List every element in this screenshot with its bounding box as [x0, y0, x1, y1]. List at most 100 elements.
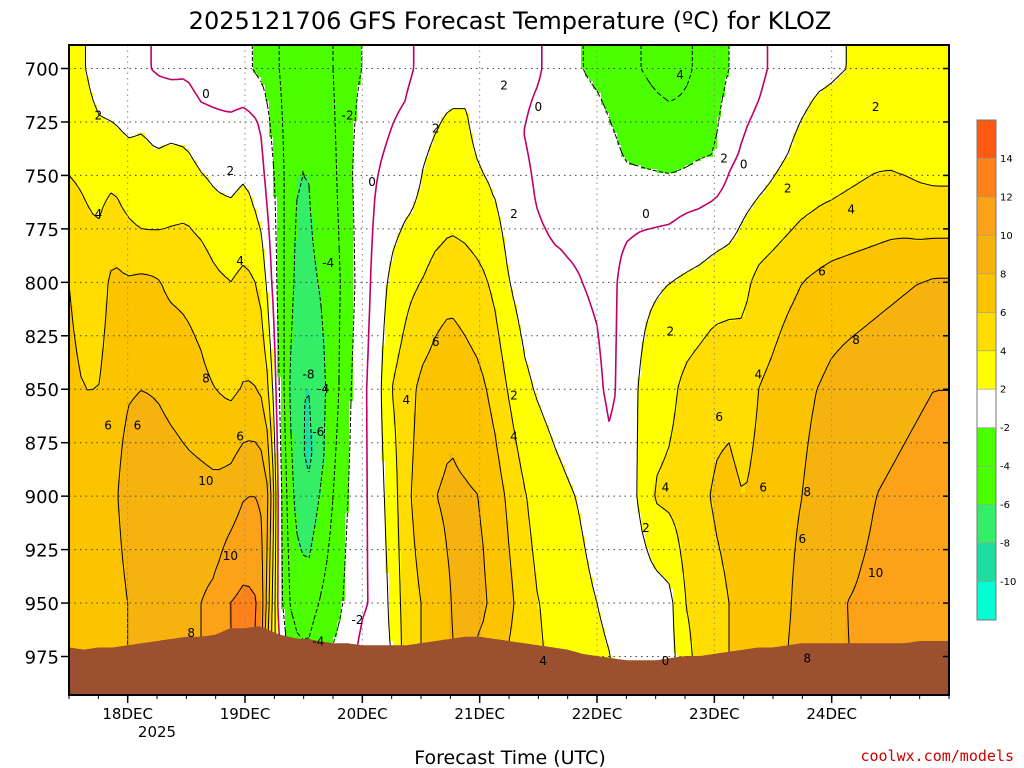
temperature-cell [77, 341, 82, 346]
temperature-cell [89, 177, 94, 182]
temperature-cell [77, 329, 82, 334]
temperature-cell [85, 421, 90, 426]
temperature-cell [81, 281, 86, 286]
temperature-cell [77, 281, 82, 286]
temperature-cell [93, 289, 98, 294]
temperature-cell [73, 85, 78, 90]
temperature-cell [97, 273, 102, 278]
temperature-cell [85, 561, 90, 566]
temperature-cell [77, 553, 82, 558]
temperature-cell [85, 477, 90, 482]
temperature-cell [85, 425, 90, 430]
temperature-cell [85, 145, 90, 150]
temperature-cell [89, 565, 94, 570]
temperature-cell [89, 49, 94, 54]
temperature-cell [73, 613, 78, 618]
temperature-cell [93, 277, 98, 282]
temperature-cell [81, 601, 86, 606]
temperature-cell [73, 625, 78, 630]
temperature-cell [97, 265, 102, 270]
temperature-cell [73, 557, 78, 562]
temperature-cell [73, 477, 78, 482]
temperature-cell [81, 77, 86, 82]
temperature-cell [85, 177, 90, 182]
temperature-cell [81, 505, 86, 510]
temperature-cell [89, 193, 94, 198]
temperature-cell [89, 637, 94, 642]
plot-area: 202446 68610108-8-4-6-4-20-2-446222024442… [69, 45, 951, 699]
temperature-cell [81, 481, 86, 486]
temperature-cell [85, 257, 90, 262]
temperature-cell [97, 73, 102, 78]
temperature-cell [89, 341, 94, 346]
temperature-cell [93, 169, 98, 174]
temperature-cell [93, 189, 98, 194]
temperature-cell [89, 481, 94, 486]
temperature-cell [93, 353, 98, 358]
temperature-cell [77, 109, 82, 114]
temperature-cell [97, 137, 102, 142]
temperature-cell [89, 581, 94, 586]
temperature-cell [81, 569, 86, 574]
temperature-cell [73, 597, 78, 602]
temperature-cell [81, 277, 86, 282]
temperature-cell [93, 137, 98, 142]
temperature-cell [73, 425, 78, 430]
temperature-cell [97, 149, 102, 154]
temperature-cell [97, 177, 102, 182]
temperature-cell [77, 597, 82, 602]
temperature-cell [73, 97, 78, 102]
temperature-cell [77, 417, 82, 422]
temperature-cell [73, 77, 78, 82]
temperature-cell [93, 421, 98, 426]
temperature-cell [93, 493, 98, 498]
temperature-cell [97, 145, 102, 150]
temperature-cell [73, 605, 78, 610]
temperature-cell [85, 433, 90, 438]
temperature-cell [77, 93, 82, 98]
temperature-cell [77, 317, 82, 322]
temperature-cell [81, 549, 86, 554]
temperature-cell [89, 621, 94, 626]
temperature-cell [81, 265, 86, 270]
temperature-cell [93, 261, 98, 266]
temperature-cell [89, 337, 94, 342]
temperature-cell [85, 605, 90, 610]
temperature-cell [89, 269, 94, 274]
temperature-cell [81, 285, 86, 290]
temperature-cell [85, 613, 90, 618]
temperature-cell [73, 309, 78, 314]
temperature-cell [89, 81, 94, 86]
temperature-cell [97, 77, 102, 82]
temperature-cell [89, 221, 94, 226]
temperature-cell [89, 493, 94, 498]
temperature-cell [89, 465, 94, 470]
temperature-cell [73, 301, 78, 306]
temperature-cell [77, 321, 82, 326]
temperature-cell [93, 469, 98, 474]
temperature-cell [89, 105, 94, 110]
temperature-cell [89, 125, 94, 130]
temperature-cell [93, 509, 98, 514]
temperature-cell [81, 413, 86, 418]
temperature-cell [77, 133, 82, 138]
temperature-cross-section-chart: 2025121706 GFS Forecast Temperature (ºC)… [0, 0, 1024, 768]
temperature-cell [97, 221, 102, 226]
temperature-cell [89, 369, 94, 374]
temperature-cell [89, 233, 94, 238]
temperature-cell [89, 265, 94, 270]
temperature-cell [81, 485, 86, 490]
temperature-cell [85, 521, 90, 526]
temperature-cell [81, 149, 86, 154]
temperature-cell [85, 397, 90, 402]
temperature-cell [93, 525, 98, 530]
temperature-cell [81, 241, 86, 246]
temperature-cell [97, 201, 102, 206]
temperature-cell [89, 289, 94, 294]
temperature-cell [85, 289, 90, 294]
temperature-cell [97, 153, 102, 158]
temperature-cell [81, 453, 86, 458]
temperature-cell [81, 353, 86, 358]
temperature-cell [89, 469, 94, 474]
temperature-cell [89, 541, 94, 546]
